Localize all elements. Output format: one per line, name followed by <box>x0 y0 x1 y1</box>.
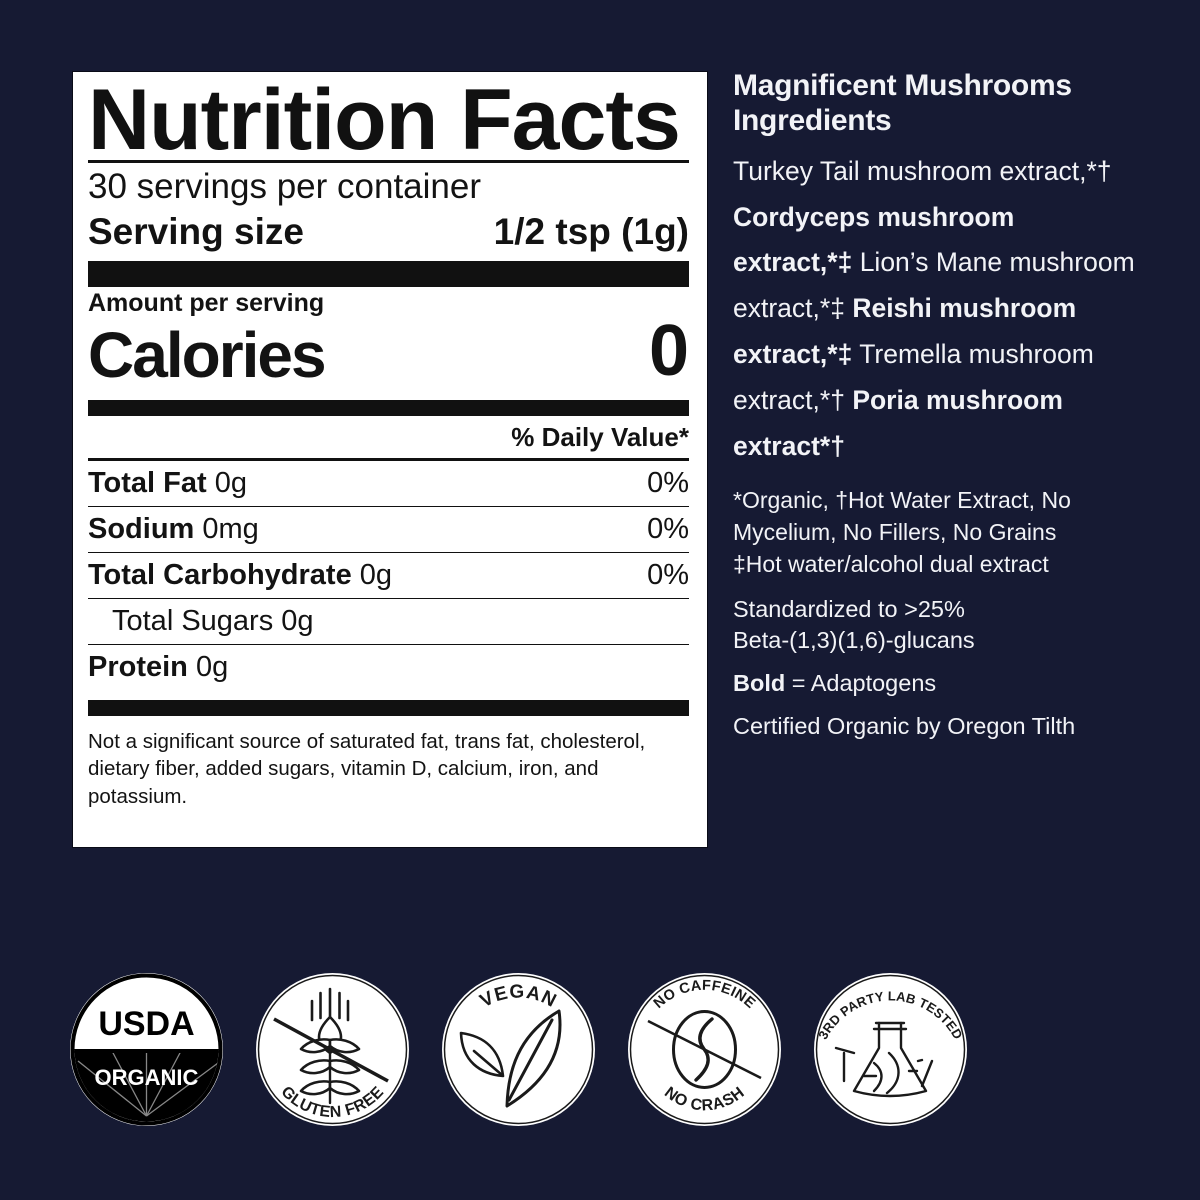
svg-text:ORGANIC: ORGANIC <box>95 1065 199 1090</box>
svg-text:USDA: USDA <box>98 1005 194 1043</box>
